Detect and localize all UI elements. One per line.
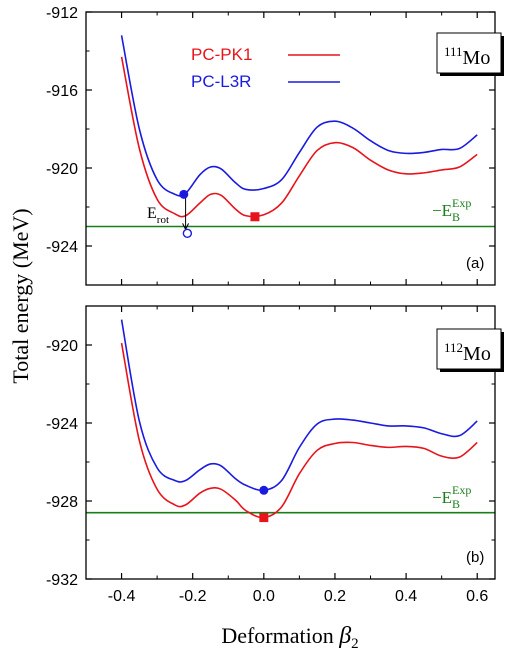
marker-square-a [250,212,260,222]
svg-text:111Mo: 111Mo [444,44,490,69]
x-axis-title-symbol: β [338,623,351,649]
panel-b: -920 -924 -928 -932 -0.4 -0.2 0.0 0.2 0.4 0.6 11… [46,305,504,605]
marker-circle-open-a [182,228,193,239]
x-tick-label: -0.2 [179,588,207,605]
y-tick-label-a: -920 [46,161,78,178]
erot-label-main: E [147,205,157,222]
y-tick-label-b: -924 [46,416,78,433]
plot-area-a [86,35,495,239]
panel-a: -912 -916 -920 -924 PC-PK1 PC-L3R 111Mo −EB… [46,5,504,286]
series-line-pk1-b [120,342,478,519]
legend-label-l3r: PC-L3R [191,72,251,91]
nucleus-symbol-a: Mo [463,47,491,69]
series-line-l3r-a [120,35,478,197]
x-tick-label: 0.0 [253,588,275,605]
y-ticks-b: -920 -924 -928 -932 [46,305,495,589]
exp-label-prefix-b: −E [432,488,452,507]
svg-text:112Mo: 112Mo [444,340,491,365]
series-line-l3r-b [120,319,478,492]
erot-label: Erot [147,205,169,226]
nucleus-mass-b: 112 [444,340,463,355]
exp-label-prefix-a: −E [432,201,452,220]
exp-label-b: −EBExp [432,483,471,511]
y-tick-label-b: -920 [46,338,78,355]
y-tick-label-a: -916 [46,83,78,100]
y-tick-label-b: -928 [46,494,78,511]
legend-label-pk1: PC-PK1 [191,45,252,64]
legend: PC-PK1 PC-L3R [191,45,340,91]
exp-label-sup-b: Exp [452,483,471,497]
x-axis-title-text: Deformation [221,623,339,648]
x-ticks-a [85,12,478,285]
marker-circle-filled-b [259,485,269,495]
exp-label-a: −EBExp [432,196,471,224]
x-axis-title-sub: 2 [351,636,359,652]
series-line-pk1-a [120,56,478,218]
x-tick-label: 0.6 [466,588,488,605]
erot-label-sub: rot [157,214,169,226]
panel-tag-b: (b) [466,549,484,566]
exp-label-sub-b: B [452,497,460,511]
nucleus-label-a: 111Mo [436,32,504,76]
x-ticks-b: -0.4 -0.2 0.0 0.2 0.4 0.6 [85,306,488,605]
marker-circle-filled-a [179,189,189,199]
panel-tag-a: (a) [466,255,484,272]
marker-square-b [259,513,269,523]
x-tick-label: 0.2 [324,588,346,605]
y-axis-title: Total energy (MeV) [8,208,33,383]
y-tick-label-a: -924 [46,239,78,256]
x-tick-label: 0.4 [395,588,417,605]
nucleus-label-b: 112Mo [436,328,504,372]
y-tick-label-a: -912 [46,5,78,22]
exp-label-sub-a: B [452,210,460,224]
frame-b [85,305,496,580]
nucleus-symbol-b: Mo [463,343,491,365]
exp-label-sup-a: Exp [452,196,471,210]
nucleus-mass-a: 111 [444,44,463,59]
y-tick-label-b: -932 [46,572,78,589]
frame-a [85,11,496,286]
x-tick-label: -0.4 [108,588,136,605]
plot-area-b [86,319,495,523]
x-axis-title: Deformation β2 [221,623,358,652]
y-ticks-a: -912 -916 -920 -924 [46,5,495,286]
